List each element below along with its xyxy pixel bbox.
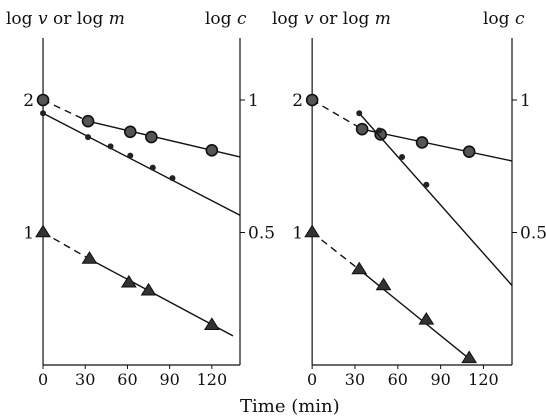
x-tick-label: 60 xyxy=(117,370,137,389)
dashed-extrapolation-line xyxy=(42,99,89,122)
small-dot-point xyxy=(423,181,430,188)
triangle-point xyxy=(461,350,478,364)
x-tick-label: 30 xyxy=(75,370,95,389)
right-tick-label: 1 xyxy=(248,91,259,111)
left-panel-right-axis-label: log c xyxy=(205,9,247,29)
ringed-circle-point xyxy=(415,136,429,149)
right-panel-y-axis-label: log v or log m xyxy=(272,9,391,29)
triangle-point xyxy=(35,224,51,238)
small-dot-point xyxy=(40,110,47,117)
triangle-point xyxy=(140,282,157,296)
small-dot-point xyxy=(149,164,156,171)
small-dot-point xyxy=(127,152,134,159)
ringed-circle-point xyxy=(81,114,95,128)
left-tick-label: 2 xyxy=(23,91,34,111)
regression-line xyxy=(361,128,513,162)
ringed-circle-point xyxy=(462,145,476,158)
triangle-point xyxy=(418,312,435,325)
x-tick-label: 90 xyxy=(159,370,179,389)
regression-line xyxy=(42,112,241,216)
triangle-point xyxy=(304,224,321,238)
right-panel-right-axis-label: log c xyxy=(483,9,525,29)
x-tick-label: 60 xyxy=(388,370,408,389)
left-panel: log v or log m log c 0 30 60 90 120 2 1 1 0.5 xyxy=(6,9,275,389)
x-tick-label: 0 xyxy=(307,370,317,389)
left-panel-y-axis-label: log v or log m xyxy=(6,9,125,29)
dashed-extrapolation-line xyxy=(311,99,363,130)
triangle-point xyxy=(203,317,220,330)
x-axis-title: Time (min) xyxy=(240,396,340,417)
right-tick-label: 1 xyxy=(520,91,531,111)
small-dot-point xyxy=(85,134,92,141)
left-tick-label: 2 xyxy=(292,91,303,111)
regression-line xyxy=(358,269,473,362)
triangle-point xyxy=(351,261,368,275)
triangle-point xyxy=(375,277,392,291)
triangle-point xyxy=(120,274,137,288)
right-panel: log v or log m log c 0 30 60 90 120 2 1 1 0.5 xyxy=(272,9,546,389)
x-tick-label: 120 xyxy=(468,370,499,389)
right-tick-label: 0.5 xyxy=(520,224,546,244)
ringed-circle-point xyxy=(36,93,50,107)
left-tick-label: 1 xyxy=(292,224,303,244)
small-dot-point xyxy=(399,153,406,160)
small-dot-point xyxy=(356,110,363,117)
x-tick-label: 90 xyxy=(430,370,450,389)
small-dot-point xyxy=(169,175,176,182)
small-dot-point xyxy=(107,143,114,150)
x-tick-label: 30 xyxy=(345,370,365,389)
triangle-point xyxy=(81,251,98,264)
ringed-circle-point xyxy=(205,144,219,157)
ringed-circle-point xyxy=(123,125,137,139)
x-tick-label: 0 xyxy=(38,370,48,389)
x-tick-label: 120 xyxy=(197,370,228,389)
ringed-circle-point xyxy=(305,93,319,107)
dashed-extrapolation-line xyxy=(311,231,360,271)
ringed-circle-point xyxy=(355,122,369,136)
left-tick-label: 1 xyxy=(23,224,34,244)
dashed-extrapolation-line xyxy=(42,231,90,260)
small-dot-point xyxy=(376,127,383,134)
right-tick-label: 0.5 xyxy=(248,224,275,244)
regression-line xyxy=(358,112,513,286)
ringed-circle-point xyxy=(145,130,158,144)
